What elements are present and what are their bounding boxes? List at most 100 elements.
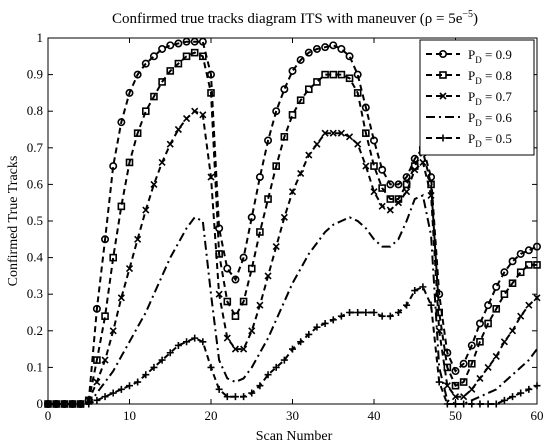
series-line-2 <box>48 51 537 405</box>
legend-label: PD = 0.8 <box>468 68 512 86</box>
marker-shape <box>500 268 509 277</box>
series-5-point <box>183 338 191 346</box>
marker-shape <box>248 389 256 397</box>
marker-shape <box>439 134 447 142</box>
marker-shape <box>305 151 313 159</box>
series-5-point <box>199 338 207 346</box>
series-5-point <box>207 363 215 371</box>
marker-shape <box>459 378 468 386</box>
x-tick-label: 10 <box>123 408 136 423</box>
marker-shape <box>321 129 329 137</box>
series-5-point <box>150 363 158 371</box>
series-3-point <box>207 173 215 181</box>
series-5-point <box>329 316 337 324</box>
legend-marker <box>439 134 447 142</box>
title-close: ) <box>473 11 478 27</box>
marker-shape <box>509 393 517 401</box>
series-5-point <box>109 389 117 397</box>
y-tick-label: 0.8 <box>27 103 43 118</box>
marker-shape <box>183 338 191 346</box>
marker-shape <box>484 319 492 328</box>
marker-shape <box>337 70 346 79</box>
series-2-point <box>304 85 313 94</box>
marker-shape <box>207 89 215 97</box>
marker-shape <box>517 389 525 397</box>
marker-shape <box>247 264 256 273</box>
series-5-point <box>354 309 362 316</box>
marker-shape <box>370 309 378 316</box>
series-2-point <box>256 228 264 236</box>
marker-shape <box>411 166 419 174</box>
title-eq: = 5e <box>432 11 462 27</box>
series-1-point <box>508 257 517 266</box>
marker-shape <box>443 363 452 372</box>
series-1-point <box>467 341 476 350</box>
marker-shape <box>93 396 101 404</box>
marker-shape <box>516 268 525 277</box>
series-3-point <box>370 188 378 196</box>
series-5-point <box>142 371 150 379</box>
series-1-point <box>255 173 264 182</box>
series-5-point <box>289 345 296 353</box>
series-5-point <box>370 309 378 316</box>
series-1-point <box>288 66 297 75</box>
series-5-point <box>126 382 133 390</box>
marker-shape <box>101 356 109 364</box>
marker-shape <box>313 323 321 331</box>
marker-shape <box>532 242 541 251</box>
marker-shape <box>329 70 338 79</box>
x-tick-label: 40 <box>368 408 381 423</box>
marker-shape <box>101 312 109 320</box>
series-3-point <box>484 363 492 371</box>
series-5-point <box>158 356 166 364</box>
marker-shape <box>329 316 337 324</box>
series-5-point <box>435 378 443 386</box>
marker-shape <box>508 257 517 266</box>
marker-shape <box>524 246 533 255</box>
marker-shape <box>476 337 484 346</box>
series-1-point <box>475 319 484 328</box>
series-3-point <box>150 180 158 188</box>
series-1-point <box>133 70 142 79</box>
series-5-point <box>297 338 305 346</box>
marker-shape <box>289 345 296 353</box>
marker-shape <box>174 59 183 68</box>
series-3-point <box>362 162 370 170</box>
marker-shape <box>296 55 305 64</box>
series-5-point <box>509 393 517 401</box>
marker-shape <box>297 338 305 346</box>
y-tick-label: 0.4 <box>27 250 44 265</box>
y-tick-label: 0.1 <box>27 359 43 374</box>
marker-shape <box>525 301 533 309</box>
series-1-point <box>117 118 126 127</box>
marker-shape <box>468 400 476 408</box>
series-5-point <box>85 400 93 408</box>
marker-shape <box>452 400 459 408</box>
series-5-point <box>174 341 182 349</box>
series-1-point <box>492 282 501 291</box>
series-5-point <box>452 400 459 408</box>
series-1-point <box>394 180 403 189</box>
series-3-point <box>101 356 109 364</box>
series-5-point <box>264 371 272 379</box>
series-3-point <box>109 327 117 335</box>
y-tick-label: 0.9 <box>27 67 43 82</box>
series-2-point <box>500 290 509 299</box>
x-tick-label: 0 <box>45 408 52 423</box>
series-1-point <box>101 235 110 244</box>
series-2-point <box>345 74 354 83</box>
marker-shape <box>467 341 476 350</box>
plot-area: 0 10 20 30 40 50 60 0 0.1 0.2 0.3 0.4 0.5 0.6 0.7 0.8 0.… <box>27 30 544 423</box>
marker-shape <box>288 111 297 119</box>
marker-shape <box>264 136 273 145</box>
marker-shape <box>101 393 109 401</box>
series-5-point <box>411 287 419 295</box>
marker-shape <box>500 396 508 404</box>
series-2-point <box>337 70 346 79</box>
marker-shape <box>158 356 166 364</box>
marker-shape <box>370 188 378 196</box>
marker-shape <box>305 330 313 338</box>
marker-shape <box>459 359 468 368</box>
series-2-point <box>125 158 134 167</box>
